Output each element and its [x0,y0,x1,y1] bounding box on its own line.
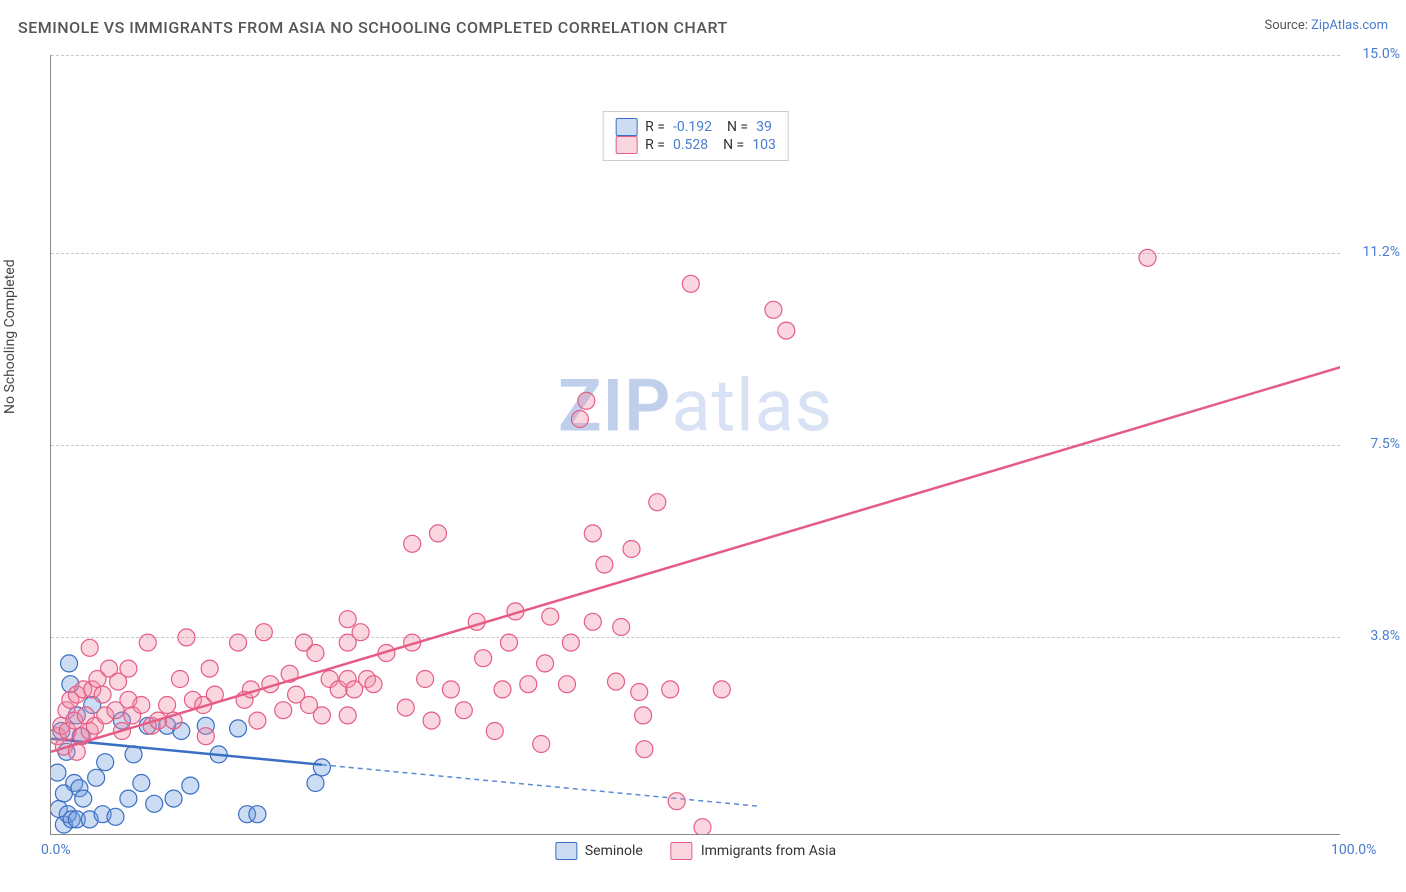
data-point [97,754,114,771]
data-point [61,655,78,672]
data-point [88,769,105,786]
data-point [197,728,214,745]
series-legend: Seminole Immigrants from Asia [555,842,836,860]
source-link[interactable]: ZipAtlas.com [1311,18,1388,33]
legend-label: Immigrants from Asia [701,843,836,859]
data-point [713,681,730,698]
data-point [533,736,550,753]
data-point [75,790,92,807]
y-tick-label: 15.0% [1362,46,1400,62]
legend-item-seminole: Seminole [555,842,643,860]
data-point [559,676,576,693]
data-point [172,671,189,688]
data-point [1139,249,1156,266]
data-point [81,639,98,656]
data-point [230,720,247,737]
data-point [139,634,156,651]
data-point [307,775,324,792]
data-point [249,712,266,729]
data-point [494,681,511,698]
data-point [120,660,137,677]
data-point [613,619,630,636]
data-point [275,702,292,719]
data-point [182,777,199,794]
data-point [178,629,195,646]
data-point [423,712,440,729]
data-point [159,697,176,714]
chart-container: SEMINOLE VS IMMIGRANTS FROM ASIA NO SCHO… [0,0,1406,892]
x-tick-label: 0.0% [41,842,71,858]
source-attribution: Source: ZipAtlas.com [1264,18,1388,33]
data-point [682,275,699,292]
trend-line [51,367,1340,752]
chart-title: SEMINOLE VS IMMIGRANTS FROM ASIA NO SCHO… [18,18,728,37]
data-point [397,699,414,716]
data-point [631,684,648,701]
data-point [694,819,711,834]
data-point [537,655,554,672]
data-point [339,611,356,628]
swatch-blue-icon [555,842,577,860]
data-point [120,790,137,807]
data-point [430,525,447,542]
data-point [635,707,652,724]
data-point [578,392,595,409]
data-point [584,525,601,542]
data-point [500,634,517,651]
legend-label: Seminole [585,843,643,859]
data-point [146,795,163,812]
y-axis-label: No Schooling Completed [2,259,18,414]
data-point [352,624,369,641]
data-point [623,541,640,558]
data-point [255,624,272,641]
data-point [339,707,356,724]
data-point [668,793,685,810]
data-point [486,723,503,740]
data-point [562,634,579,651]
source-label: Source: [1264,18,1311,33]
data-point [442,681,459,698]
data-point [608,673,625,690]
trend-line [51,739,322,765]
x-tick-label: 100.0% [1331,842,1376,858]
data-point [307,645,324,662]
trend-line-extension [322,765,761,807]
data-point [662,681,679,698]
data-point [571,411,588,428]
data-point [230,634,247,651]
data-point [404,535,421,552]
data-point [313,707,330,724]
data-point [51,764,66,781]
data-point [636,741,653,758]
data-point [133,697,150,714]
data-point [765,301,782,318]
scatter-plot-svg [51,55,1340,834]
data-point [520,676,537,693]
data-point [201,660,218,677]
plot-area: ZIPatlas R = -0.192 N = 39 R = 0.528 N =… [50,55,1340,835]
y-tick-label: 7.5% [1370,436,1400,452]
y-tick-label: 11.2% [1362,244,1400,260]
data-point [649,494,666,511]
data-point [455,702,472,719]
data-point [417,671,434,688]
legend-item-immigrants: Immigrants from Asia [671,842,836,860]
y-tick-label: 3.8% [1370,628,1400,644]
data-point [313,759,330,776]
data-point [475,650,492,667]
data-point [133,775,150,792]
data-point [249,806,266,823]
swatch-pink-icon [671,842,693,860]
data-point [107,808,124,825]
data-point [778,322,795,339]
data-point [584,613,601,630]
data-point [542,608,559,625]
data-point [165,790,182,807]
data-point [94,686,111,703]
data-point [596,556,613,573]
data-point [365,676,382,693]
